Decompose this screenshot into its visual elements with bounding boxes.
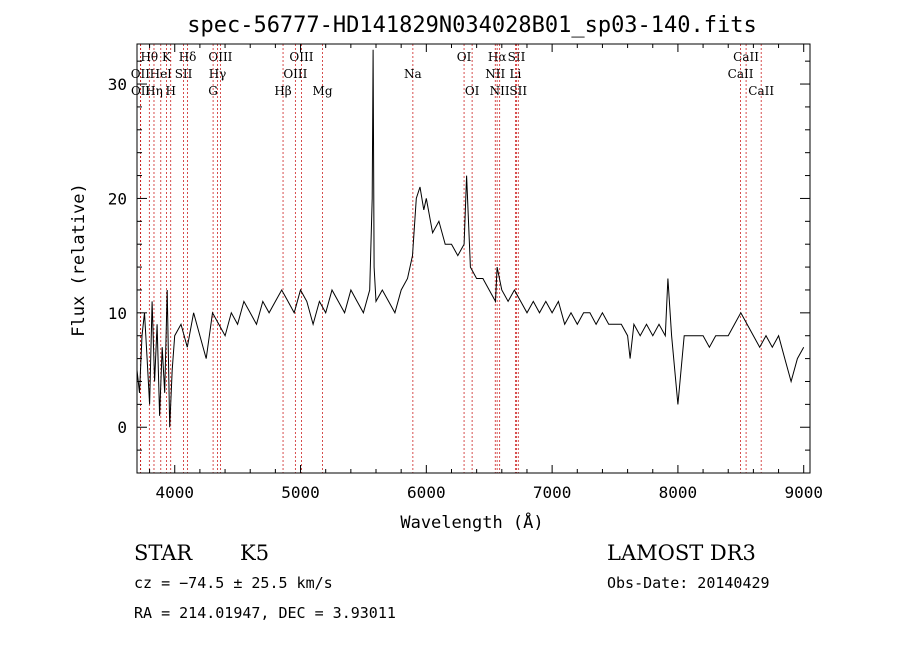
line-label: G — [208, 84, 218, 98]
line-label: CaII — [733, 50, 759, 64]
subclass: K5 — [240, 541, 269, 565]
object-type: STAR — [134, 541, 193, 565]
survey-name: LAMOST DR3 — [607, 541, 756, 565]
line-label: Hθ — [140, 50, 158, 64]
y-axis-label: Flux (relative) — [69, 183, 89, 337]
y-tick-label: 10 — [108, 304, 127, 323]
line-label: Hβ — [274, 84, 291, 98]
y-tick-label: 20 — [108, 189, 127, 208]
x-tick-label: 5000 — [281, 483, 320, 502]
line-label: OII — [131, 84, 151, 98]
y-axis: 0 10 20 30 — [108, 60, 810, 451]
line-label: Hη — [145, 84, 163, 98]
y-tick-label: 30 — [108, 75, 127, 94]
line-label: OIII — [208, 50, 232, 64]
line-label: CaII — [728, 67, 754, 81]
line-label: H — [165, 84, 175, 98]
redshift: cz = −74.5 ± 25.5 km/s — [134, 574, 333, 592]
y-tick-label: 0 — [117, 418, 127, 437]
line-label: Hδ — [179, 50, 197, 64]
line-label: Mg — [313, 84, 333, 98]
line-label: Hγ — [209, 67, 227, 81]
spectrum-line — [136, 49, 805, 428]
line-label: OIII — [283, 67, 307, 81]
line-label: HeI — [150, 67, 173, 81]
line-label: OIII — [289, 50, 313, 64]
line-label: OI — [465, 84, 480, 98]
x-tick-label: 7000 — [533, 483, 572, 502]
plot-frame — [136, 43, 811, 474]
line-label: OI — [457, 50, 472, 64]
info-panel: STAR K5 LAMOST DR3 cz = −74.5 ± 25.5 km/… — [134, 541, 770, 622]
x-tick-label: 9000 — [784, 483, 823, 502]
line-label: SII — [509, 84, 527, 98]
x-axis-label: Wavelength (Å) — [400, 511, 543, 533]
line-label: Na — [404, 67, 422, 81]
line-label: Hα — [488, 50, 507, 64]
line-label: SII — [175, 67, 193, 81]
x-tick-label: 4000 — [155, 483, 194, 502]
x-axis: 4000 5000 6000 7000 8000 9000 — [149, 44, 823, 502]
line-label: SII — [508, 50, 526, 64]
coordinates: RA = 214.01947, DEC = 3.93011 — [134, 604, 396, 622]
line-label: K — [162, 50, 172, 64]
line-label: Li — [509, 67, 521, 81]
line-label: NII — [490, 84, 510, 98]
line-label: CaII — [748, 84, 774, 98]
x-tick-label: 8000 — [659, 483, 698, 502]
obs-date: Obs-Date: 20140429 — [607, 574, 770, 592]
line-label: NII — [485, 67, 505, 81]
x-tick-label: 6000 — [407, 483, 446, 502]
chart-title: spec-56777-HD141829N034028B01_sp03-140.f… — [187, 13, 757, 38]
